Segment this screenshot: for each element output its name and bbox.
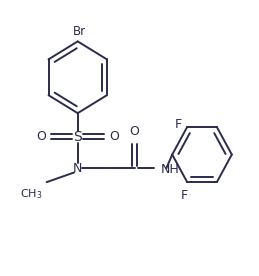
Text: NH: NH — [161, 163, 179, 176]
Text: O: O — [130, 125, 140, 138]
Text: CH$_3$: CH$_3$ — [20, 188, 43, 201]
Text: O: O — [109, 130, 119, 143]
Text: F: F — [181, 189, 188, 202]
Text: O: O — [37, 130, 47, 143]
Text: N: N — [73, 162, 82, 175]
Text: Br: Br — [73, 25, 85, 38]
Text: S: S — [73, 130, 82, 144]
Text: F: F — [174, 118, 181, 131]
